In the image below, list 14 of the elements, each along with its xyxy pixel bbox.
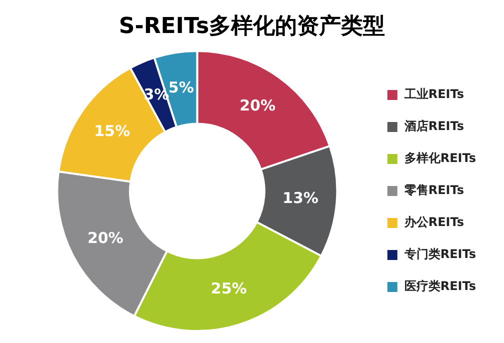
legend-label: 酒店REITs bbox=[403, 119, 464, 134]
legend-label: 医疗类REITs bbox=[404, 279, 476, 294]
legend-label: 零售REITs bbox=[403, 183, 464, 198]
legend-label: 多样化REITs bbox=[404, 151, 476, 166]
data-label: 5% bbox=[168, 78, 194, 97]
data-label: 20% bbox=[87, 228, 124, 247]
chart-title: S-REITs多样化的资产类型 bbox=[118, 13, 386, 41]
data-label: 13% bbox=[282, 188, 318, 207]
data-label: 20% bbox=[240, 96, 276, 115]
legend-label: 工业REITs bbox=[403, 87, 464, 102]
legend-label: 办公REITs bbox=[403, 215, 464, 230]
legend-label: 专门类REITs bbox=[403, 247, 476, 262]
data-label: 25% bbox=[210, 280, 247, 298]
data-label: 15% bbox=[94, 122, 130, 140]
